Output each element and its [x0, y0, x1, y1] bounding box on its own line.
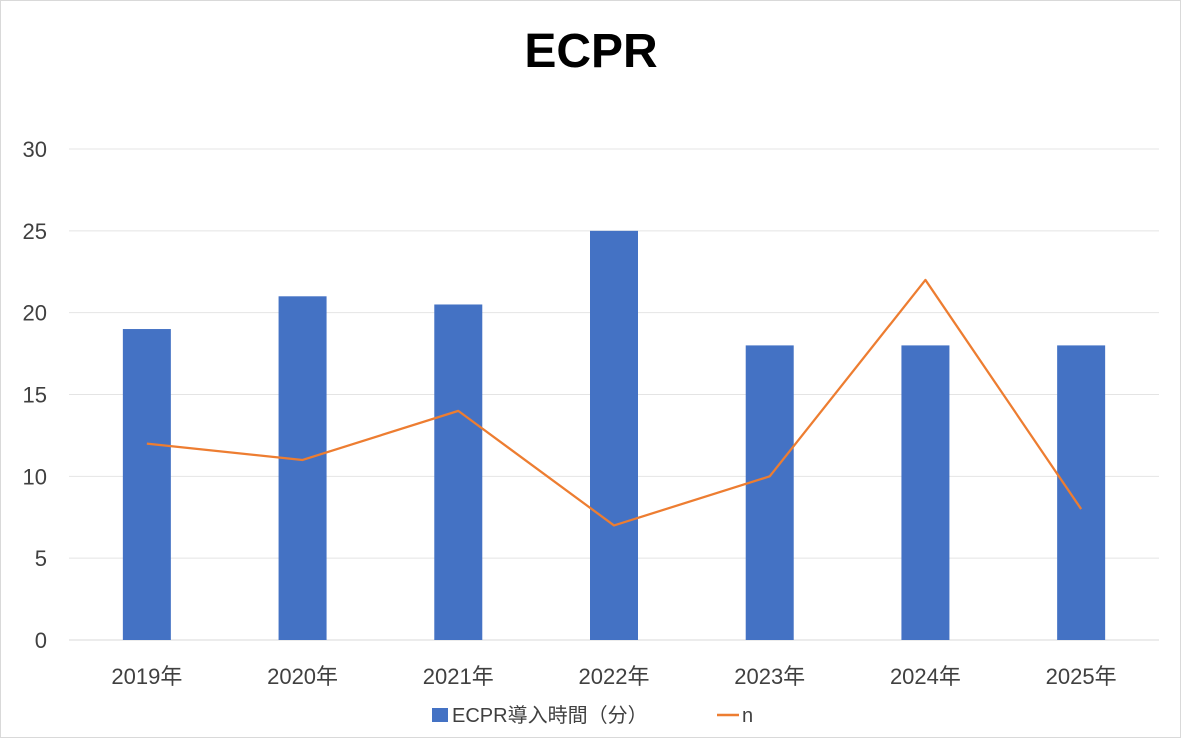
x-axis-labels: 2019年 2020年 2021年 2022年 2023年 2024年 2025年: [111, 664, 1116, 689]
bar: [1057, 345, 1106, 640]
y-tick-label: 20: [23, 301, 47, 326]
y-axis-labels: 0 5 10 15 20 25 30: [23, 137, 47, 653]
line-series: [146, 278, 1083, 527]
bar: [590, 230, 638, 641]
bar: [278, 296, 327, 640]
chart-title: ECPR: [524, 25, 657, 78]
x-tick-label: 2025年: [1046, 664, 1117, 689]
x-tick-label: 2021年: [423, 664, 494, 689]
bar-series: [122, 230, 1106, 641]
y-tick-label: 5: [35, 546, 47, 571]
legend: ECPR導入時間（分） n: [432, 704, 753, 727]
x-tick-label: 2019年: [111, 664, 182, 689]
x-tick-label: 2023年: [734, 664, 805, 689]
y-tick-label: 30: [23, 137, 47, 162]
y-tick-label: 0: [35, 628, 47, 653]
bar: [745, 345, 794, 640]
legend-bar-swatch: [432, 708, 448, 722]
legend-line-label: n: [742, 705, 753, 727]
x-tick-label: 2024年: [890, 664, 961, 689]
x-tick-label: 2020年: [267, 664, 338, 689]
y-tick-label: 25: [23, 219, 47, 244]
x-tick-label: 2022年: [579, 664, 650, 689]
bar: [901, 345, 950, 640]
y-tick-label: 10: [23, 464, 47, 489]
bar: [434, 304, 483, 640]
bar: [122, 329, 171, 640]
y-tick-label: 15: [23, 383, 47, 408]
legend-bar-label: ECPR導入時間（分）: [452, 704, 648, 727]
